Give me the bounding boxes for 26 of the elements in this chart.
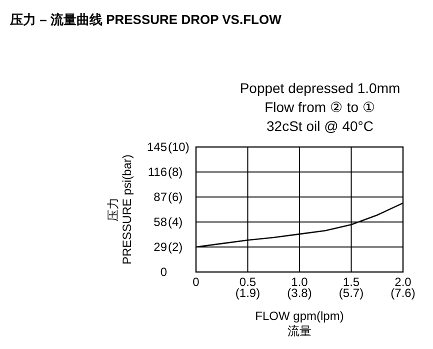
x-tick-label: 1.5	[342, 275, 360, 289]
y-tick-label: 87	[154, 190, 168, 204]
y2-tick-label: (4)	[168, 215, 183, 229]
y-tick-label: 0	[160, 265, 168, 279]
y-tick-label: 29	[154, 240, 168, 254]
x2-tick-label: (7.6)	[390, 286, 416, 300]
y-tick-label: 145	[146, 140, 168, 154]
y-tick-label: 116	[148, 165, 168, 179]
x-tick-label: 1.0	[291, 275, 308, 289]
y-axis-title: 压力 PRESSURE psi(bar)	[106, 154, 134, 265]
y2-tick-label: (2)	[168, 240, 183, 254]
text: 32cSt oil @ 40°C	[266, 118, 374, 134]
chart-title: 压力 – 流量曲线 PRESSURE DROP VS.FLOW	[9, 12, 282, 27]
x-tick-label: 2.0	[394, 275, 412, 289]
x-tick-label: 0.5	[239, 275, 256, 289]
x2-tick-label: (1.9)	[235, 286, 260, 300]
text: Poppet depressed 1.0mm	[240, 80, 400, 96]
y2-tick-label: (8)	[168, 165, 183, 179]
x-axis-title: FLOW gpm(lpm) 流量	[255, 309, 344, 338]
y2-tick-label: (6)	[168, 190, 183, 204]
y2-tick-label: (10)	[168, 140, 190, 154]
x2-tick-label: (5.7)	[338, 286, 364, 300]
x-tick-label: 0	[192, 275, 200, 289]
y-tick-label: 58	[154, 215, 168, 229]
x2-tick-label: (3.8)	[287, 286, 312, 300]
text: Flow from ② to ①	[264, 99, 376, 115]
